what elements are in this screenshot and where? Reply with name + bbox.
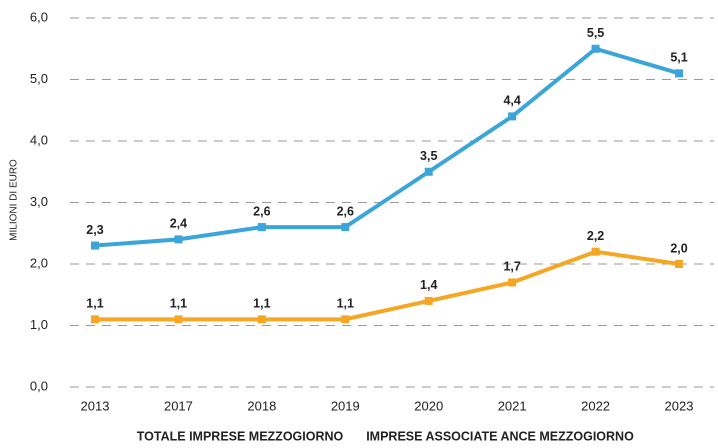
x-tick-label: 2022 <box>581 398 610 413</box>
point-marker <box>174 235 183 244</box>
point-marker <box>174 315 183 324</box>
x-tick-label: 2019 <box>331 398 360 413</box>
data-label: 2,0 <box>670 241 687 255</box>
point-marker <box>508 278 517 287</box>
point-marker <box>424 296 433 305</box>
y-tick-label: 2,0 <box>30 255 48 270</box>
data-label: 1,4 <box>420 278 437 292</box>
data-label: 2,6 <box>337 204 354 218</box>
data-label: 3,5 <box>420 149 437 163</box>
data-label: 1,1 <box>86 297 103 311</box>
point-marker <box>257 223 266 232</box>
point-marker <box>91 241 99 250</box>
y-tick-label: 4,0 <box>30 132 48 147</box>
x-tick-label: 2023 <box>665 398 694 413</box>
y-tick-label: 0,0 <box>30 378 48 393</box>
y-tick-label: 6,0 <box>30 9 48 24</box>
y-tick-label: 3,0 <box>30 194 48 209</box>
data-label: 2,6 <box>253 204 270 218</box>
data-label: 5,5 <box>587 26 604 40</box>
series-line <box>94 46 680 248</box>
data-label: 1,1 <box>170 297 187 311</box>
legend-label: TOTALE IMPRESE MEZZOGIORNO <box>137 429 344 443</box>
data-label: 2,2 <box>587 229 604 243</box>
x-tick-label: 2017 <box>164 398 193 413</box>
data-label: 1,1 <box>337 297 354 311</box>
data-label: 5,1 <box>670 51 687 65</box>
point-marker <box>508 112 517 121</box>
point-marker <box>591 247 600 256</box>
data-label: 2,3 <box>86 223 103 237</box>
y-axis-label: MILIONI DI EURO <box>9 159 20 241</box>
x-tick-label: 2021 <box>498 398 527 413</box>
point-marker <box>675 260 684 268</box>
point-marker <box>675 69 684 78</box>
y-tick-label: 5,0 <box>30 71 48 86</box>
series-line <box>95 249 680 322</box>
point-marker <box>424 167 433 176</box>
point-marker <box>341 315 350 324</box>
y-tick-label: 1,0 <box>30 317 48 332</box>
data-label: 4,4 <box>503 94 520 108</box>
data-label: 1,7 <box>503 260 520 274</box>
data-label: 1,1 <box>253 297 270 311</box>
data-label: 2,4 <box>170 217 187 231</box>
point-marker <box>591 44 600 53</box>
point-marker <box>91 315 99 324</box>
point-marker <box>257 315 266 324</box>
point-marker <box>341 223 350 232</box>
x-tick-label: 2020 <box>414 398 443 413</box>
x-tick-label: 2018 <box>247 398 276 413</box>
x-tick-label: 2013 <box>81 398 110 413</box>
legend-label: IMPRESE ASSOCIATE ANCE MEZZOGIORNO <box>366 429 634 443</box>
